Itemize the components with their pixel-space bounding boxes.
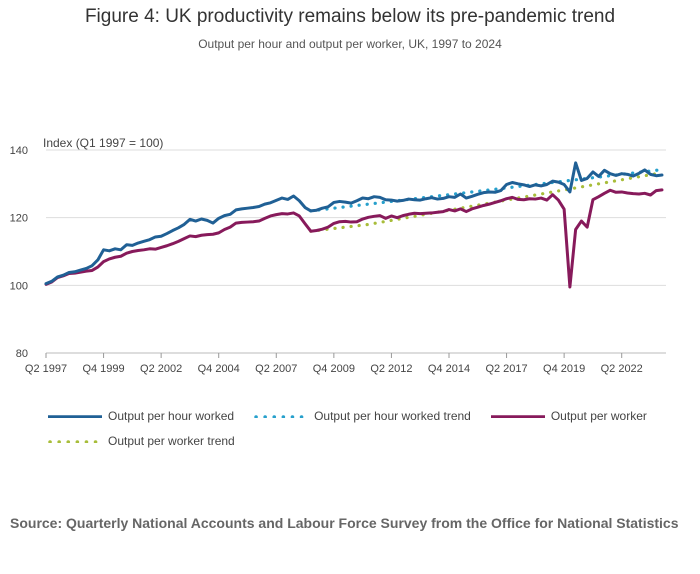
legend-swatch-worker [490, 415, 545, 418]
source-note: Source: Quarterly National Accounts and … [10, 515, 679, 531]
legend-label-hour: Output per hour worked [108, 409, 235, 423]
chart-area: Index (Q1 1997 = 100) 80 100 120 140 Q2 199… [10, 136, 666, 375]
x-tick-label: Q4 2009 [313, 363, 355, 375]
chart-subtitle: Output per hour and output per worker, U… [198, 37, 502, 51]
legend-item-worker-trend[interactable]: Output per worker trend [48, 434, 235, 448]
series-line-output-per-hour [44, 161, 664, 286]
x-tick-labels: Q2 1997 Q4 1999 Q2 2002 Q4 2004 Q2 2007 Q4 20… [25, 353, 643, 375]
legend-swatch-hour [48, 415, 102, 418]
y-tick-label: 140 [10, 145, 28, 157]
y-tick-label: 80 [16, 348, 28, 360]
x-tick-label: Q2 1997 [25, 363, 67, 375]
legend-item-hour[interactable]: Output per hour worked [48, 409, 234, 423]
y-tick-label: 100 [10, 280, 28, 292]
x-tick-label: Q4 2019 [543, 363, 585, 375]
chart-title: Figure 4: UK productivity remains below … [84, 6, 616, 27]
x-tick-label: Q4 1999 [82, 363, 124, 375]
legend-label-hour-trend: Output per hour worked trend [314, 409, 471, 423]
series-line-output-per-hour-trend [309, 168, 664, 213]
legend-row-2: Output per worker trend [48, 434, 255, 448]
x-tick-label: Q2 2007 [255, 363, 297, 375]
legend-swatch-worker-trend [48, 440, 102, 443]
x-tick-label: Q4 2004 [198, 363, 240, 375]
x-tick-label: Q2 2002 [140, 363, 182, 375]
x-tick-label: Q2 2017 [485, 363, 527, 375]
legend-swatch-hour-trend [254, 415, 309, 418]
legend-item-worker[interactable]: Output per worker [490, 409, 647, 423]
legend-label-worker: Output per worker [550, 409, 647, 423]
series-lines [44, 161, 664, 289]
y-tick-labels: 80 100 120 140 [10, 145, 28, 360]
series-line-output-per-worker [44, 188, 664, 289]
x-tick-label: Q4 2014 [428, 363, 470, 375]
legend-label-worker-trend: Output per worker trend [108, 434, 235, 448]
grid-lines [46, 149, 666, 354]
legend-row-1: Output per hour worked Output per hour w… [48, 409, 667, 423]
y-axis-label: Index (Q1 1997 = 100) [43, 136, 163, 150]
series-line-output-per-worker-trend [309, 171, 664, 233]
x-tick-label: Q2 2022 [601, 363, 643, 375]
legend-item-hour-trend[interactable]: Output per hour worked trend [254, 409, 471, 423]
x-tick-label: Q2 2012 [370, 363, 412, 375]
y-tick-label: 120 [10, 213, 28, 225]
